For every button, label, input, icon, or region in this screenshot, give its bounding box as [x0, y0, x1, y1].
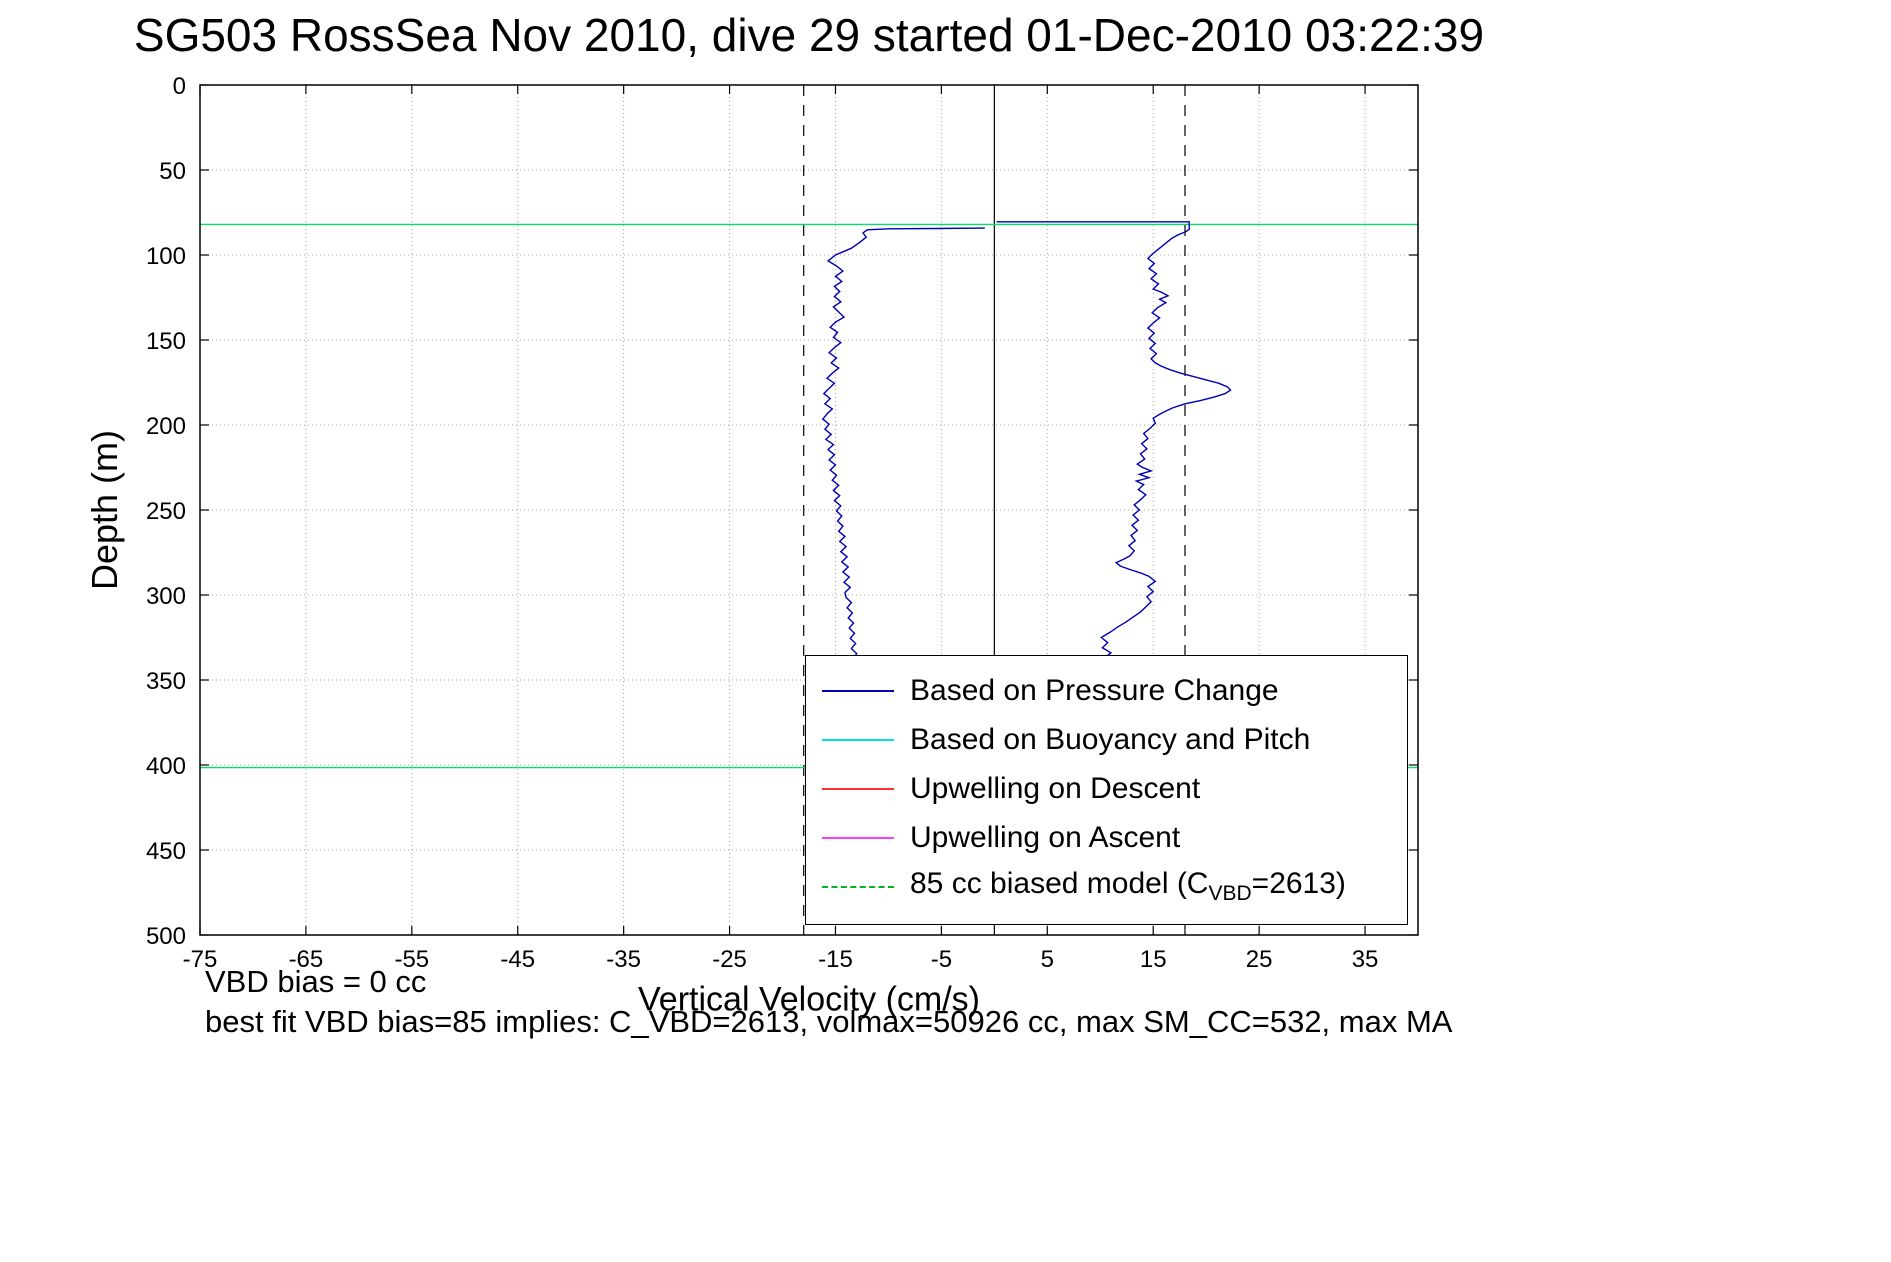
x-tick-label: 15	[1140, 946, 1167, 973]
y-tick-label: 450	[146, 838, 186, 865]
series-based-on-pressure-change	[996, 221, 1232, 664]
y-tick-label: 350	[146, 668, 186, 695]
legend-item-biased-model: 85 cc biased model (CVBD=2613)	[806, 862, 1407, 911]
y-tick-label: 400	[146, 753, 186, 780]
legend-item-buoyancy-pitch: Based on Buoyancy and Pitch	[806, 715, 1407, 764]
legend-line-sample-upwelling-descent	[822, 787, 894, 790]
legend-line-sample-pressure-change	[822, 689, 894, 692]
legend-label-upwelling-ascent: Upwelling on Ascent	[910, 820, 1181, 854]
legend-item-pressure-change: Based on Pressure Change	[806, 666, 1407, 715]
legend-label-upwelling-descent: Upwelling on Descent	[910, 771, 1201, 805]
legend-label-biased-model-pre: 85 cc biased model (C	[910, 867, 1209, 900]
x-tick-label: -5	[931, 946, 952, 973]
x-tick-label: -55	[394, 946, 429, 973]
x-tick-label: 5	[1041, 946, 1054, 973]
x-tick-label: -45	[500, 946, 535, 973]
x-tick-label: -65	[289, 946, 324, 973]
y-axis-label: Depth (m)	[84, 429, 125, 591]
legend-line-sample-upwelling-ascent	[822, 836, 894, 839]
x-tick-label: -15	[818, 946, 853, 973]
legend-label-pressure-change: Based on Pressure Change	[910, 673, 1279, 707]
figure-title: SG503 RossSea Nov 2010, dive 29 started …	[133, 9, 1485, 61]
y-tick-label: 100	[146, 243, 186, 270]
legend-label-biased-model-post: =2613)	[1251, 867, 1346, 900]
y-tick-label: 200	[146, 413, 186, 440]
x-tick-label: -25	[712, 946, 747, 973]
y-tick-label: 250	[146, 498, 186, 525]
y-tick-label: 0	[173, 73, 186, 100]
annotation-vbd-bias: VBD bias = 0 cc	[205, 964, 427, 999]
y-tick-label: 500	[146, 923, 186, 950]
y-tick-label: 50	[159, 158, 186, 185]
x-tick-label: -75	[183, 946, 218, 973]
legend-item-upwelling-descent: Upwelling on Descent	[806, 764, 1407, 813]
legend-item-upwelling-ascent: Upwelling on Ascent	[806, 813, 1407, 862]
y-tick-label: 300	[146, 583, 186, 610]
legend-line-sample-buoyancy-pitch	[822, 738, 894, 741]
y-tick-label: 150	[146, 328, 186, 355]
series-based-on-pressure-change	[821, 227, 985, 664]
legend-label-buoyancy-pitch: Based on Buoyancy and Pitch	[910, 722, 1311, 756]
legend: Based on Pressure Change Based on Buoyan…	[805, 655, 1408, 925]
annotation-best-fit: best fit VBD bias=85 implies: C_VBD=2613…	[205, 1004, 1453, 1039]
x-axis-label: Vertical Velocity (cm/s)	[638, 980, 980, 1019]
legend-label-biased-model: 85 cc biased model (CVBD=2613)	[910, 867, 1346, 906]
x-tick-label: -35	[606, 946, 641, 973]
x-tick-label: 35	[1352, 946, 1379, 973]
legend-line-sample-biased-model	[822, 885, 894, 888]
x-tick-label: 25	[1246, 946, 1273, 973]
legend-label-biased-model-subscript: VBD	[1208, 882, 1252, 905]
